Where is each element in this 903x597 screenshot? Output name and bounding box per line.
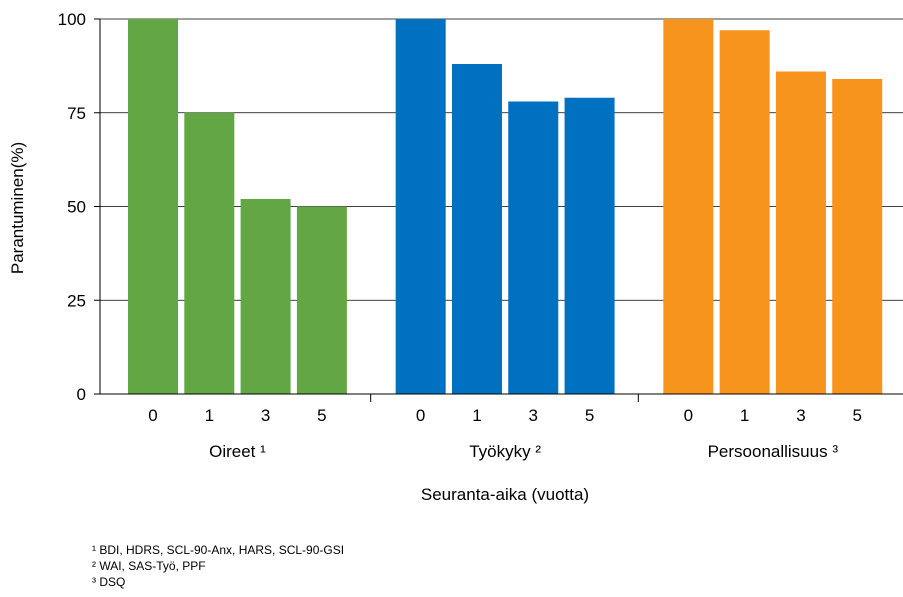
y-tick-label: 50 [67, 198, 86, 217]
bar [775, 71, 826, 394]
axes [94, 18, 903, 402]
x-tick-label: 3 [529, 406, 538, 425]
y-tick-label: 100 [58, 10, 86, 29]
bar [832, 79, 883, 394]
footnote: ³ DSQ [92, 575, 126, 589]
x-tick-label: 1 [205, 406, 214, 425]
x-tick-label: 1 [472, 406, 481, 425]
y-tick-label: 0 [77, 385, 86, 404]
group-label: Oireet ¹ [209, 442, 266, 461]
footnote: ¹ BDI, HDRS, SCL-90-Anx, HARS, SCL-90-GS… [92, 543, 345, 557]
bar [128, 19, 178, 394]
bars [128, 19, 883, 394]
bar [451, 64, 502, 394]
x-tick-label: 0 [416, 406, 425, 425]
x-tick-label: 5 [317, 406, 326, 425]
group-label: Persoonallisuus ³ [708, 442, 839, 461]
x-tick-label: 5 [585, 406, 594, 425]
y-tick-label: 25 [67, 291, 86, 310]
footnote: ² WAI, SAS-Työ, PPF [92, 559, 206, 573]
x-tick-label: 5 [852, 406, 861, 425]
x-tick-label: 3 [796, 406, 805, 425]
bar [719, 30, 770, 394]
x-tick-label: 3 [261, 406, 270, 425]
x-axis-label: Seuranta-aika (vuotta) [421, 485, 589, 504]
bar [508, 101, 559, 394]
x-tick-label: 0 [148, 406, 157, 425]
bar [663, 19, 714, 394]
bar [184, 112, 235, 394]
x-tick-label: 0 [684, 406, 693, 425]
group-label: Työkyky ² [469, 442, 541, 461]
y-tick-label: 75 [67, 104, 86, 123]
bar [240, 199, 291, 394]
bar [395, 19, 446, 394]
bar [296, 206, 347, 394]
bar [564, 97, 615, 394]
y-axis-label: Parantuminen(%) [8, 142, 27, 274]
x-tick-label: 1 [740, 406, 749, 425]
footnotes: ¹ BDI, HDRS, SCL-90-Anx, HARS, SCL-90-GS… [92, 542, 344, 590]
